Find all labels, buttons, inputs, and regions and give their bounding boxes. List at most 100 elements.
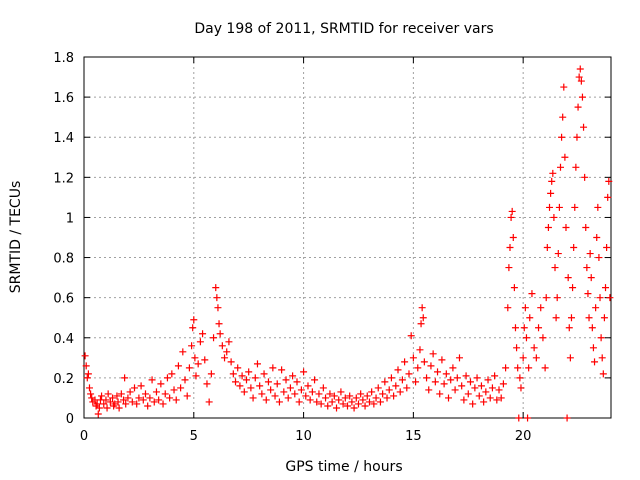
data-point <box>304 382 312 390</box>
data-point <box>571 203 579 211</box>
data-point <box>267 386 275 394</box>
data-point <box>493 396 501 404</box>
x-tick-labels: 0 5 10 15 20 <box>80 429 532 444</box>
data-point <box>543 244 551 252</box>
data-point <box>271 392 279 400</box>
data-point <box>458 382 466 390</box>
data-point <box>124 394 132 402</box>
data-point <box>526 314 534 322</box>
data-point <box>519 354 527 362</box>
data-point <box>354 400 362 408</box>
data-point <box>232 378 240 386</box>
data-point <box>352 394 360 402</box>
data-point <box>376 398 384 406</box>
data-point <box>491 372 499 380</box>
data-point <box>313 398 321 406</box>
data-point <box>589 344 597 352</box>
data-point <box>574 103 582 111</box>
data-point <box>168 370 176 378</box>
data-point <box>438 356 446 364</box>
x-tick-label: 15 <box>405 429 422 444</box>
data-point <box>113 392 121 400</box>
data-point <box>566 354 574 362</box>
data-point <box>185 364 193 372</box>
data-point <box>191 354 199 362</box>
data-point <box>210 334 218 342</box>
data-point <box>335 396 343 404</box>
data-point <box>249 394 257 402</box>
data-point <box>418 304 426 312</box>
data-point <box>464 390 472 398</box>
data-point <box>163 374 171 382</box>
data-point <box>505 264 513 272</box>
data-point <box>499 380 507 388</box>
data-point <box>513 344 521 352</box>
data-point <box>221 354 229 362</box>
data-point <box>544 223 552 231</box>
data-point <box>495 386 503 394</box>
data-point <box>150 398 158 406</box>
data-point <box>284 394 292 402</box>
data-point <box>535 324 543 332</box>
data-point <box>409 354 417 362</box>
data-point <box>532 354 540 362</box>
data-point <box>516 374 524 382</box>
data-point <box>326 390 334 398</box>
data-points <box>81 65 614 422</box>
x-tick-label: 20 <box>515 429 532 444</box>
data-point <box>322 394 330 402</box>
data-point <box>558 133 566 141</box>
data-point <box>420 358 428 366</box>
data-point <box>370 400 378 408</box>
data-point <box>469 400 477 408</box>
data-point <box>405 370 413 378</box>
data-point <box>264 378 272 386</box>
data-point <box>139 396 147 404</box>
data-point <box>497 394 505 402</box>
data-point <box>133 400 141 408</box>
data-point <box>286 384 294 392</box>
data-point <box>570 244 578 252</box>
data-point <box>346 392 354 400</box>
y-axis-label: SRMTID / TECUs <box>8 181 24 294</box>
data-point <box>135 394 143 402</box>
data-point <box>477 382 485 390</box>
data-point <box>300 368 308 376</box>
data-point <box>383 394 391 402</box>
data-point <box>122 400 130 408</box>
data-point <box>205 398 213 406</box>
data-point <box>553 294 561 302</box>
data-point <box>94 410 102 418</box>
data-point <box>486 394 494 402</box>
data-point <box>166 394 174 402</box>
data-point <box>594 203 602 211</box>
data-point <box>427 362 435 370</box>
data-point <box>190 316 198 324</box>
data-point <box>554 250 562 258</box>
data-point <box>546 203 554 211</box>
data-point <box>295 398 303 406</box>
data-point <box>144 402 152 410</box>
data-point <box>551 264 559 272</box>
data-point <box>541 364 549 372</box>
data-point <box>602 284 610 292</box>
data-point <box>596 294 604 302</box>
data-point <box>215 320 223 328</box>
data-point <box>253 360 261 368</box>
data-point <box>592 304 600 312</box>
data-point <box>115 404 123 412</box>
data-point <box>385 386 393 394</box>
data-point <box>603 244 611 252</box>
data-point <box>348 398 356 406</box>
data-point <box>550 213 558 221</box>
data-point <box>573 133 581 141</box>
data-point <box>365 398 373 406</box>
data-point <box>559 113 567 121</box>
data-point <box>434 368 442 376</box>
data-point <box>213 294 221 302</box>
data-point <box>521 304 529 312</box>
data-point <box>357 390 365 398</box>
data-point <box>565 324 573 332</box>
data-point <box>251 374 259 382</box>
data-point <box>201 356 209 364</box>
